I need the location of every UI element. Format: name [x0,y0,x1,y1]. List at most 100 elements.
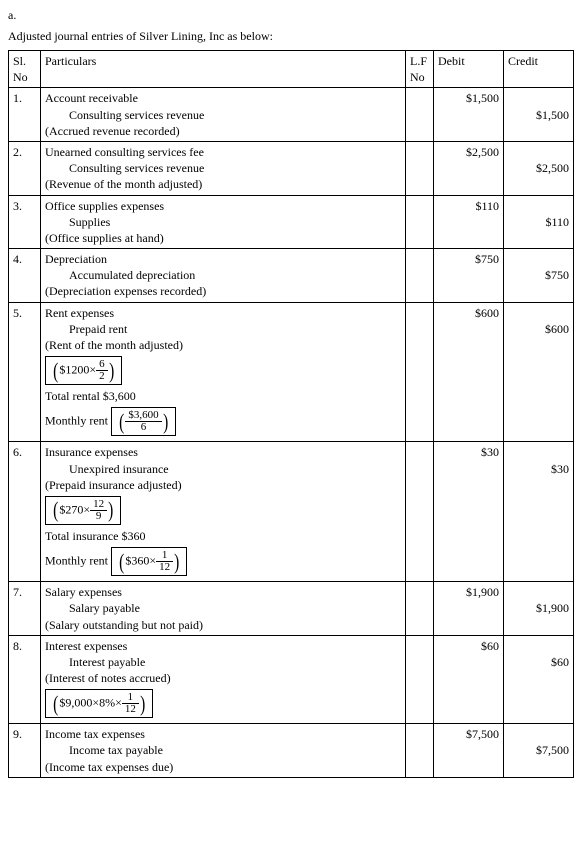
header-debit: Debit [434,51,504,88]
cell-sl: 1. [9,88,41,142]
cell-debit: $750 [434,249,504,303]
cell-lf [406,635,434,724]
line-main: Office supplies expenses [45,199,164,213]
total-line: Total rental $3,600 [45,388,401,404]
table-row: 1. Account receivable Consulting service… [9,88,574,142]
credit-value: $1,900 [536,601,569,615]
cell-lf [406,724,434,778]
monthly-line: Monthly rent ($3,6006) [45,404,401,439]
equation-box: ($1200×62) [45,356,122,385]
line-main: Income tax expenses [45,727,145,741]
cell-lf [406,582,434,636]
intro-text: Adjusted journal entries of Silver Linin… [8,29,574,44]
eq-den: 12 [122,704,139,715]
credit-value: $60 [551,655,569,669]
line-paren: (Revenue of the month adjusted) [45,176,401,192]
cell-credit: $1,500 [504,88,574,142]
line-main: Unearned consulting services fee [45,145,204,159]
eq-den: 6 [125,422,161,433]
line-paren: (Interest of notes accrued) [45,670,401,686]
line-indent: Supplies [45,214,401,230]
cell-debit: $600 [434,302,504,442]
eq-den: 2 [96,371,108,382]
cell-particulars: Interest expenses Interest payable (Inte… [41,635,406,724]
cell-sl: 2. [9,141,41,195]
table-row: 2. Unearned consulting services fee Cons… [9,141,574,195]
eq-left: $360× [125,553,156,567]
cell-lf [406,249,434,303]
cell-particulars: Depreciation Accumulated depreciation (D… [41,249,406,303]
eq-den: 9 [90,511,107,522]
line-paren: (Prepaid insurance adjusted) [45,477,401,493]
equation-box: ($360×112) [111,547,187,576]
cell-credit: $600 [504,302,574,442]
credit-value: $7,500 [536,743,569,757]
cell-credit: $110 [504,195,574,249]
cell-debit: $1,500 [434,88,504,142]
cell-sl: 7. [9,582,41,636]
cell-lf [406,442,434,582]
credit-value: $30 [551,462,569,476]
credit-value: $600 [545,322,569,336]
cell-lf [406,88,434,142]
credit-value: $1,500 [536,108,569,122]
cell-sl: 6. [9,442,41,582]
header-lf: L.F No [406,51,434,88]
cell-lf [406,302,434,442]
header-credit: Credit [504,51,574,88]
line-main: Depreciation [45,252,107,266]
cell-debit: $30 [434,442,504,582]
cell-credit: $1,900 [504,582,574,636]
line-main: Rent expenses [45,306,114,320]
table-row: 8. Interest expenses Interest payable (I… [9,635,574,724]
cell-sl: 9. [9,724,41,778]
table-row: 4. Depreciation Accumulated depreciation… [9,249,574,303]
cell-particulars: Account receivable Consulting services r… [41,88,406,142]
month-label: Monthly rent [45,414,108,428]
line-main: Salary expenses [45,585,122,599]
line-main: Interest expenses [45,639,127,653]
cell-credit: $7,500 [504,724,574,778]
equation-box: ($9,000×8%×112) [45,689,153,718]
line-paren: (Office supplies at hand) [45,230,401,246]
credit-value: $110 [545,215,569,229]
line-paren: (Depreciation expenses recorded) [45,283,401,299]
line-indent: Prepaid rent [45,321,401,337]
cell-particulars: Office supplies expenses Supplies (Offic… [41,195,406,249]
header-particulars: Particulars [41,51,406,88]
cell-credit: $750 [504,249,574,303]
cell-particulars: Insurance expenses Unexpired insurance (… [41,442,406,582]
table-row: 9. Income tax expenses Income tax payabl… [9,724,574,778]
line-paren: (Accrued revenue recorded) [45,123,401,139]
cell-particulars: Salary expenses Salary payable (Salary o… [41,582,406,636]
journal-table: Sl. No Particulars L.F No Debit Credit 1… [8,50,574,778]
cell-sl: 5. [9,302,41,442]
line-main: Account receivable [45,91,138,105]
cell-sl: 8. [9,635,41,724]
credit-value: $750 [545,268,569,282]
cell-debit: $7,500 [434,724,504,778]
cell-credit: $30 [504,442,574,582]
table-row: 6. Insurance expenses Unexpired insuranc… [9,442,574,582]
cell-credit: $2,500 [504,141,574,195]
header-sl: Sl. No [9,51,41,88]
cell-particulars: Income tax expenses Income tax payable (… [41,724,406,778]
eq-left: $9,000×8%× [59,696,122,710]
equation-box: ($3,6006) [111,407,176,436]
cell-particulars: Rent expenses Prepaid rent (Rent of the … [41,302,406,442]
line-paren: (Rent of the month adjusted) [45,337,401,353]
cell-particulars: Unearned consulting services fee Consult… [41,141,406,195]
cell-debit: $1,900 [434,582,504,636]
line-indent: Interest payable [45,654,401,670]
section-label: a. [8,8,574,23]
line-indent: Accumulated depreciation [45,267,401,283]
month-label: Monthly rent [45,553,108,567]
table-row: 3. Office supplies expenses Supplies (Of… [9,195,574,249]
eq-den: 12 [156,562,173,573]
table-row: 7. Salary expenses Salary payable (Salar… [9,582,574,636]
cell-debit: $110 [434,195,504,249]
credit-value: $2,500 [536,161,569,175]
eq-left: $1200× [59,362,96,376]
monthly-line: Monthly rent ($360×112) [45,544,401,579]
cell-debit: $60 [434,635,504,724]
